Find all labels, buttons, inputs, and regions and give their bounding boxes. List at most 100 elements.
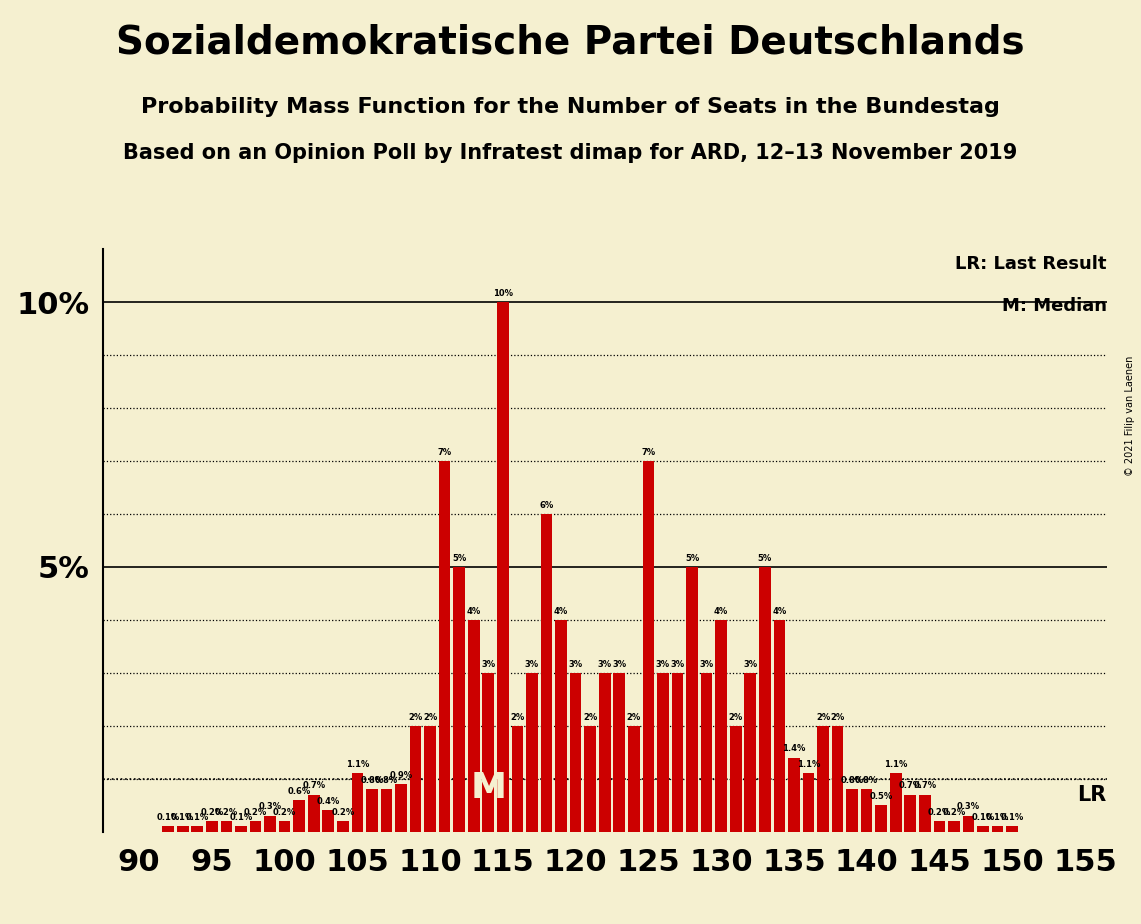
Text: 0.5%: 0.5% bbox=[869, 792, 893, 801]
Text: 1.1%: 1.1% bbox=[346, 760, 369, 769]
Text: 4%: 4% bbox=[772, 607, 786, 615]
Bar bbox=[948, 821, 960, 832]
Text: 2%: 2% bbox=[583, 712, 597, 722]
Text: Based on an Opinion Poll by Infratest dimap for ARD, 12–13 November 2019: Based on an Opinion Poll by Infratest di… bbox=[123, 143, 1018, 164]
Text: 0.1%: 0.1% bbox=[229, 813, 252, 822]
Bar bbox=[569, 673, 582, 832]
Bar bbox=[323, 810, 334, 832]
Bar bbox=[177, 826, 188, 832]
Text: 0.7%: 0.7% bbox=[899, 782, 922, 790]
Text: 2%: 2% bbox=[626, 712, 641, 722]
Text: 0.1%: 0.1% bbox=[171, 813, 194, 822]
Text: Probability Mass Function for the Number of Seats in the Bundestag: Probability Mass Function for the Number… bbox=[141, 97, 1000, 117]
Text: 4%: 4% bbox=[467, 607, 480, 615]
Text: 0.2%: 0.2% bbox=[215, 808, 238, 817]
Text: 0.1%: 0.1% bbox=[156, 813, 180, 822]
Bar bbox=[599, 673, 610, 832]
Text: 5%: 5% bbox=[758, 553, 772, 563]
Text: 0.3%: 0.3% bbox=[259, 802, 282, 811]
Text: 0.4%: 0.4% bbox=[316, 797, 340, 807]
Bar bbox=[250, 821, 261, 832]
Bar bbox=[701, 673, 712, 832]
Bar bbox=[483, 673, 494, 832]
Text: 0.8%: 0.8% bbox=[361, 776, 383, 785]
Text: 0.2%: 0.2% bbox=[331, 808, 355, 817]
Bar bbox=[162, 826, 173, 832]
Bar bbox=[308, 795, 319, 832]
Bar bbox=[614, 673, 625, 832]
Bar bbox=[832, 725, 843, 832]
Bar bbox=[497, 302, 509, 832]
Bar bbox=[992, 826, 1003, 832]
Bar bbox=[395, 784, 407, 832]
Bar bbox=[366, 789, 378, 832]
Text: 2%: 2% bbox=[729, 712, 743, 722]
Text: 6%: 6% bbox=[540, 501, 553, 510]
Text: Sozialdemokratische Partei Deutschlands: Sozialdemokratische Partei Deutschlands bbox=[116, 23, 1025, 61]
Bar bbox=[381, 789, 393, 832]
Bar bbox=[642, 461, 654, 832]
Text: 3%: 3% bbox=[598, 660, 612, 669]
Text: 5%: 5% bbox=[685, 553, 699, 563]
Text: © 2021 Filip van Laenen: © 2021 Filip van Laenen bbox=[1125, 356, 1135, 476]
Bar bbox=[526, 673, 537, 832]
Text: LR: Last Result: LR: Last Result bbox=[955, 255, 1107, 273]
Text: 7%: 7% bbox=[438, 448, 452, 457]
Bar bbox=[424, 725, 436, 832]
Text: 7%: 7% bbox=[641, 448, 655, 457]
Bar bbox=[905, 795, 916, 832]
Text: 0.1%: 0.1% bbox=[186, 813, 209, 822]
Bar bbox=[875, 805, 887, 832]
Bar bbox=[556, 620, 567, 832]
Bar bbox=[628, 725, 640, 832]
Text: 3%: 3% bbox=[482, 660, 495, 669]
Bar bbox=[1006, 826, 1018, 832]
Bar bbox=[774, 620, 785, 832]
Bar bbox=[847, 789, 858, 832]
Text: 0.2%: 0.2% bbox=[200, 808, 224, 817]
Text: 0.3%: 0.3% bbox=[957, 802, 980, 811]
Bar bbox=[192, 826, 203, 832]
Bar bbox=[584, 725, 596, 832]
Text: 3%: 3% bbox=[671, 660, 685, 669]
Bar bbox=[468, 620, 479, 832]
Bar bbox=[860, 789, 873, 832]
Text: 0.1%: 0.1% bbox=[971, 813, 995, 822]
Text: 3%: 3% bbox=[568, 660, 583, 669]
Text: 0.8%: 0.8% bbox=[855, 776, 879, 785]
Bar bbox=[511, 725, 524, 832]
Text: 3%: 3% bbox=[656, 660, 670, 669]
Bar bbox=[220, 821, 233, 832]
Text: 0.2%: 0.2% bbox=[928, 808, 952, 817]
Bar bbox=[278, 821, 291, 832]
Bar bbox=[453, 567, 466, 832]
Bar bbox=[541, 514, 552, 832]
Text: 3%: 3% bbox=[525, 660, 539, 669]
Bar bbox=[439, 461, 451, 832]
Bar bbox=[351, 773, 363, 832]
Bar bbox=[759, 567, 770, 832]
Text: 0.9%: 0.9% bbox=[389, 771, 413, 780]
Bar bbox=[672, 673, 683, 832]
Bar bbox=[207, 821, 218, 832]
Text: 4%: 4% bbox=[553, 607, 568, 615]
Text: 0.6%: 0.6% bbox=[288, 786, 310, 796]
Bar bbox=[293, 800, 305, 832]
Bar bbox=[715, 620, 727, 832]
Bar bbox=[235, 826, 246, 832]
Bar bbox=[657, 673, 669, 832]
Text: 0.2%: 0.2% bbox=[244, 808, 267, 817]
Text: 0.1%: 0.1% bbox=[1001, 813, 1023, 822]
Bar bbox=[933, 821, 945, 832]
Text: 0.7%: 0.7% bbox=[913, 782, 937, 790]
Text: M: M bbox=[470, 772, 507, 805]
Text: LR: LR bbox=[1077, 785, 1107, 805]
Text: 10%: 10% bbox=[493, 289, 512, 298]
Text: 3%: 3% bbox=[613, 660, 626, 669]
Text: 1.1%: 1.1% bbox=[796, 760, 820, 769]
Bar bbox=[963, 816, 974, 832]
Text: 2%: 2% bbox=[816, 712, 831, 722]
Bar bbox=[977, 826, 989, 832]
Bar bbox=[410, 725, 421, 832]
Text: 0.2%: 0.2% bbox=[273, 808, 297, 817]
